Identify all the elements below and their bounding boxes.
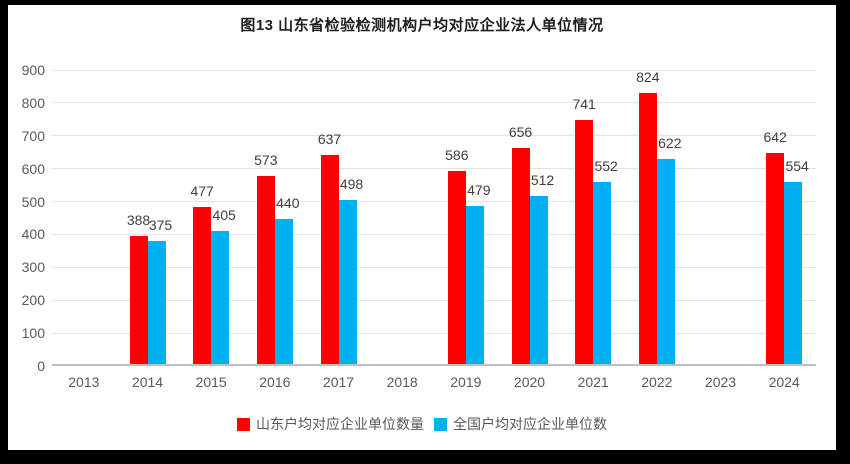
gridline [52,168,816,170]
x-axis-tick-label: 2024 [768,374,800,390]
y-axis-tick-label: 500 [21,193,45,210]
bar-shandong [447,171,466,364]
bar-value-label: 573 [254,151,278,168]
x-axis-tick-label: 2016 [259,374,291,390]
y-axis-tick-label: 400 [21,226,45,243]
x-axis-tick-label: 2018 [386,374,418,390]
bar-shandong [129,236,148,364]
x-axis-tick-label: 2019 [450,374,482,390]
y-axis-tick-label: 200 [21,292,45,309]
bar-national [338,200,357,364]
gridline [52,102,816,104]
bar-national [211,230,230,364]
bar-value-label: 552 [594,158,618,175]
bar-value-label: 512 [530,171,555,188]
bar-value-label: 656 [508,124,533,141]
bar-value-label: 477 [190,183,214,200]
x-axis: 2013 2014 2015 2016 2017 2018 2019 2020 2021 2022… [52,373,816,391]
bar-value-label: 554 [785,157,809,174]
x-axis-tick-label: 2015 [195,374,227,390]
plot-area: 388 477 573 637 586 656 741 824 642 375 405 440 498 4… [52,69,816,366]
bar-national [465,206,484,364]
legend-label-shandong: 山东户均对应企业单位数量 [256,416,424,432]
gridline [52,201,816,203]
gridline [52,69,816,71]
x-axis-tick-label: 2017 [322,374,355,390]
gridline [52,299,816,301]
gridline [52,233,816,235]
legend: 山东户均对应企业单位数量 全国户均对应企业单位数 [8,414,836,434]
bar-value-label: 498 [339,176,364,193]
bar-value-label: 405 [212,206,236,223]
x-axis-tick-label: 2013 [68,374,100,390]
bar-value-label: 440 [276,195,300,212]
bar-shandong [193,207,212,364]
x-axis-tick-label: 2023 [704,374,737,390]
bar-national [656,159,675,364]
y-axis-tick-label: 0 [37,358,45,374]
bar-value-label: 388 [126,212,151,229]
bar-value-label: 642 [763,128,787,145]
legend-swatch-blue [434,417,447,431]
bar-national [784,181,803,364]
gridline [52,266,816,268]
y-axis-tick-label: 600 [21,160,45,177]
bar-value-label: 741 [572,96,596,113]
bar-shandong [638,93,657,364]
bar-shandong [256,175,275,364]
x-axis-tick-label: 2020 [513,374,546,390]
y-axis-tick-label: 300 [21,259,45,276]
bar-shandong [575,120,594,364]
chart-title: 图13 山东省检验检测机构户均对应企业法人单位情况 [240,17,604,34]
y-axis-tick-label: 700 [21,127,45,144]
chart-canvas: 图13 山东省检验检测机构户均对应企业法人单位情况 0 100 200 300 400 5… [8,5,836,450]
x-axis-tick-label: 2021 [577,374,609,390]
bar-shandong [511,148,530,364]
bar-national [529,195,548,364]
bar-national [147,240,166,364]
y-axis-tick-label: 800 [21,94,45,111]
bar-value-label: 824 [636,69,660,85]
bar-national [593,182,612,364]
legend-item-shandong: 山东户均对应企业单位数量 [237,414,424,434]
legend-swatch-red [237,417,250,431]
bar-national [274,219,293,364]
bar-shandong [766,152,785,364]
legend-label-national: 全国户均对应企业单位数 [453,416,607,432]
bar-value-label: 586 [445,147,469,164]
x-axis-tick-label: 2022 [641,374,673,390]
bar-shandong [320,154,339,364]
y-axis-tick-label: 100 [21,325,45,342]
bar-value-label: 375 [148,216,173,233]
bar-value-label: 622 [658,135,682,152]
bar-value-label: 479 [467,182,491,199]
gridline [52,135,816,137]
gridline [52,332,816,334]
bar-value-label: 637 [317,130,342,147]
x-axis-tick-label: 2014 [131,374,164,390]
y-axis-tick-label: 900 [21,62,45,78]
legend-item-national: 全国户均对应企业单位数 [434,414,607,434]
